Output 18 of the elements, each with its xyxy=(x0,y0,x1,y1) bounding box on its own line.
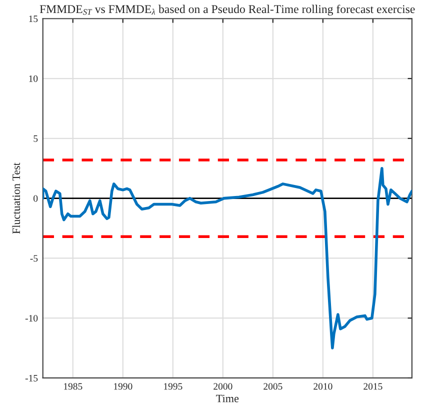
chart-title: FMMDE$_{ST}$ vs FMMDE$_{λ}$ based on a Pseudo Real-Time rolling forecast exercise xyxy=(40,4,415,16)
y-tick-label: 5 xyxy=(34,135,38,142)
y-tick-label: 10 xyxy=(29,75,38,82)
y-tick-label: 0 xyxy=(34,195,38,202)
x-axis-title: Time xyxy=(216,394,239,402)
x-tick-label: 1985 xyxy=(64,383,82,390)
y-tick-label: -15 xyxy=(25,374,38,382)
x-tick-label: 1990 xyxy=(114,383,132,390)
y-tick-label: -5 xyxy=(30,255,38,262)
y-axis-title: Fluctuation Test xyxy=(12,162,20,234)
x-tick-label: 2000 xyxy=(214,383,232,390)
y-tick-label: 15 xyxy=(29,16,38,22)
x-tick-label: 2010 xyxy=(314,383,332,390)
line-series xyxy=(42,166,412,350)
x-tick-label: 2015 xyxy=(364,383,382,390)
x-tick-label: 2005 xyxy=(264,383,282,390)
y-tick-label: -10 xyxy=(25,315,38,322)
x-tick-label: 1995 xyxy=(164,383,182,390)
